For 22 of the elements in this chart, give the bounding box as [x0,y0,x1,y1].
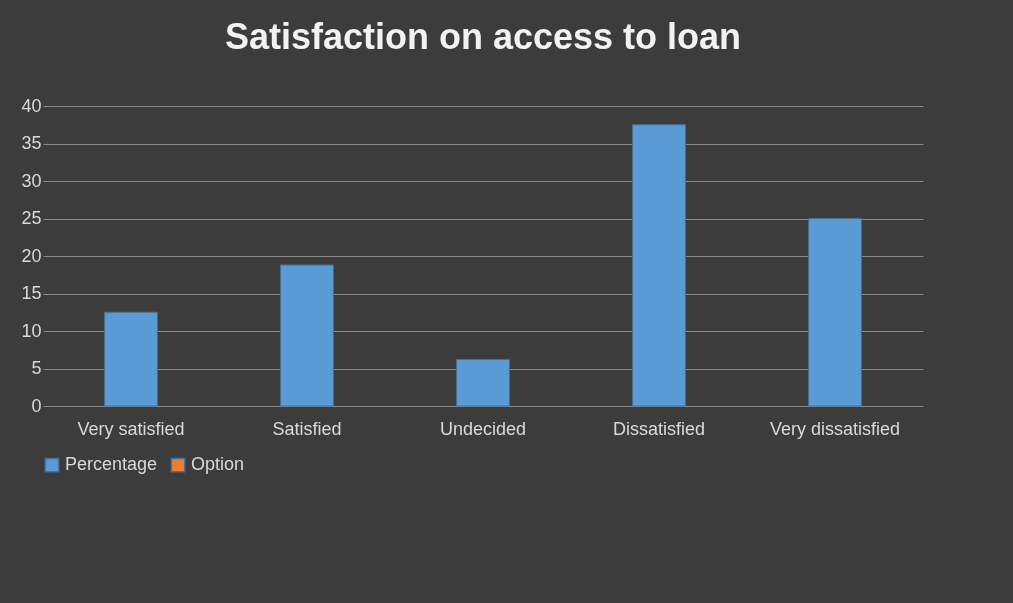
y-tick-label: 0 [31,395,42,416]
bar [456,359,510,407]
x-tick-label: Satisfied [272,418,342,439]
legend-label: Percentage [65,454,158,475]
y-tick-label: 25 [21,208,42,228]
y-tick-label: 30 [21,170,42,191]
y-tick-label: 15 [21,283,42,303]
bar [632,124,686,407]
y-tick-label: 40 [21,95,42,116]
bar [808,218,862,407]
y-tick-label: 10 [21,320,42,341]
chart-title: Satisfaction on access to loan [224,16,742,57]
legend-label: Option [191,454,245,475]
y-tick-label: 35 [21,133,42,153]
x-tick-label: Very dissatisfied [769,418,901,439]
y-tick-label: 20 [21,245,42,266]
x-tick-label: Undecided [439,418,527,439]
y-tick-label: 5 [31,358,42,378]
x-tick-label: Dissatisfied [612,418,706,439]
x-tick-label: Very satisfied [77,418,185,439]
bar [104,311,158,407]
bar [280,264,334,407]
